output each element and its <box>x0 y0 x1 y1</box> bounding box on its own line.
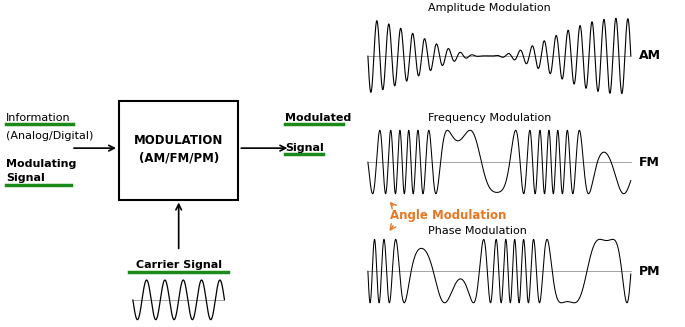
Text: MODULATION: MODULATION <box>134 134 223 147</box>
Text: Angle Modulation: Angle Modulation <box>390 209 506 222</box>
Text: Modulating: Modulating <box>6 159 77 169</box>
Text: Amplitude Modulation: Amplitude Modulation <box>427 3 551 13</box>
Text: Signal: Signal <box>285 143 324 153</box>
Text: FM: FM <box>639 156 660 168</box>
Text: Signal: Signal <box>6 173 45 183</box>
Bar <box>119 100 238 200</box>
Text: Phase Modulation: Phase Modulation <box>427 226 527 236</box>
Text: (Analog/Digital): (Analog/Digital) <box>6 131 94 141</box>
Text: Frequency Modulation: Frequency Modulation <box>427 113 551 123</box>
Text: Modulated: Modulated <box>285 113 351 123</box>
Text: AM: AM <box>639 49 661 62</box>
Text: Information: Information <box>6 113 71 123</box>
Text: Carrier Signal: Carrier Signal <box>136 260 222 270</box>
Text: PM: PM <box>639 265 660 278</box>
Text: (AM/FM/PM): (AM/FM/PM) <box>138 151 219 164</box>
